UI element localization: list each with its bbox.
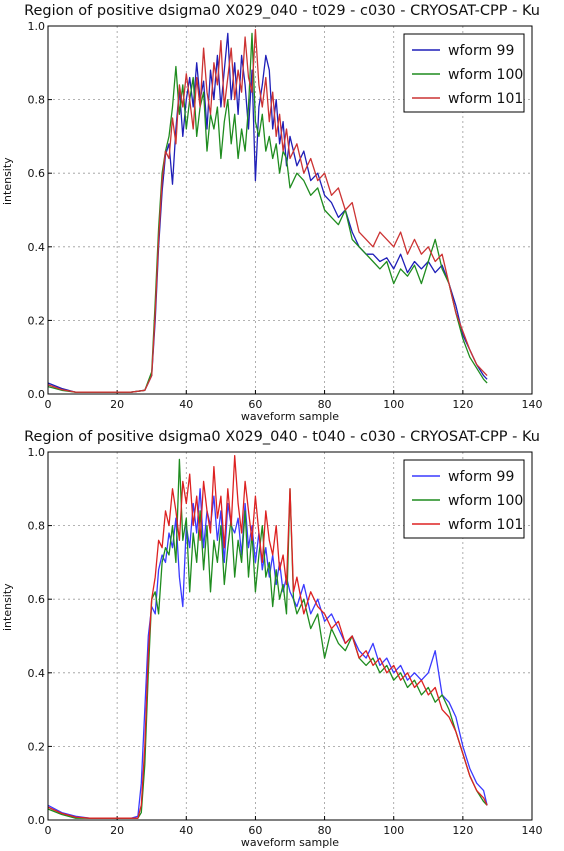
chart-panel-bottom: Region of positive dsigma0 X029_040 - t0… <box>0 426 564 851</box>
x-tick-label: 0 <box>45 824 52 837</box>
x-tick-label: 60 <box>248 824 262 837</box>
x-axis-label: waveform sample <box>241 410 339 423</box>
y-tick-label: 0.6 <box>28 593 46 606</box>
legend: wform 99 wform 100 wform 101 <box>403 33 525 113</box>
x-tick-label: 100 <box>383 398 404 411</box>
legend-box <box>403 33 525 113</box>
y-tick-label: 0.6 <box>28 167 46 180</box>
legend: wform 99 wform 100 wform 101 <box>403 459 525 539</box>
y-tick-label: 1.0 <box>28 20 46 33</box>
series-line <box>48 458 488 819</box>
legend-label: wform 101 <box>448 91 523 107</box>
line-chart-top: 0 20 40 60 80 100 120 140 0.0 0.2 0.4 0.6 0.8 1.0 wave… <box>28 20 543 423</box>
x-tick-label: 140 <box>522 824 543 837</box>
y-tick-label: 0.2 <box>28 314 46 327</box>
series-line <box>48 455 488 819</box>
x-tick-label: 20 <box>110 824 124 837</box>
y-tick-label: 0.2 <box>28 740 46 753</box>
x-tick-label: 140 <box>522 398 543 411</box>
legend-label: wform 99 <box>448 43 514 59</box>
legend-box <box>403 459 525 539</box>
x-tick-label: 20 <box>110 398 124 411</box>
legend-label: wform 101 <box>448 517 523 533</box>
y-tick-label: 0.8 <box>28 94 46 107</box>
x-axis-label: waveform sample <box>241 836 339 849</box>
y-tick-label: 0.0 <box>28 814 46 827</box>
series-line <box>48 32 488 393</box>
y-tick-label: 0.0 <box>28 388 46 401</box>
x-tick-label: 60 <box>248 398 262 411</box>
series-line <box>48 32 488 393</box>
x-tick-label: 120 <box>452 398 473 411</box>
y-tick-label: 0.8 <box>28 520 46 533</box>
x-tick-label: 120 <box>452 824 473 837</box>
series-line <box>48 29 488 393</box>
line-chart-bottom: 0 20 40 60 80 100 120 140 0.0 0.2 0.4 0.6 0.8 1.0 wave… <box>28 446 543 849</box>
chart-title: Region of positive dsigma0 X029_040 - t0… <box>24 429 540 445</box>
series-line <box>48 488 488 819</box>
x-tick-label: 100 <box>383 824 404 837</box>
x-tick-label: 40 <box>179 398 193 411</box>
legend-label: wform 100 <box>448 493 523 509</box>
axes-frame <box>47 25 533 395</box>
y-tick-label: 1.0 <box>28 446 46 459</box>
x-tick-label: 0 <box>45 398 52 411</box>
x-tick-label: 80 <box>318 398 332 411</box>
legend-label: wform 100 <box>448 67 523 83</box>
legend-label: wform 99 <box>448 469 514 485</box>
axes-frame <box>47 451 533 821</box>
y-tick-label: 0.4 <box>28 667 46 680</box>
x-tick-label: 80 <box>318 824 332 837</box>
chart-title: Region of positive dsigma0 X029_040 - t0… <box>24 3 540 19</box>
y-tick-label: 0.4 <box>28 241 46 254</box>
x-tick-label: 40 <box>179 824 193 837</box>
chart-panel-top: Region of positive dsigma0 X029_040 - t0… <box>0 0 564 425</box>
